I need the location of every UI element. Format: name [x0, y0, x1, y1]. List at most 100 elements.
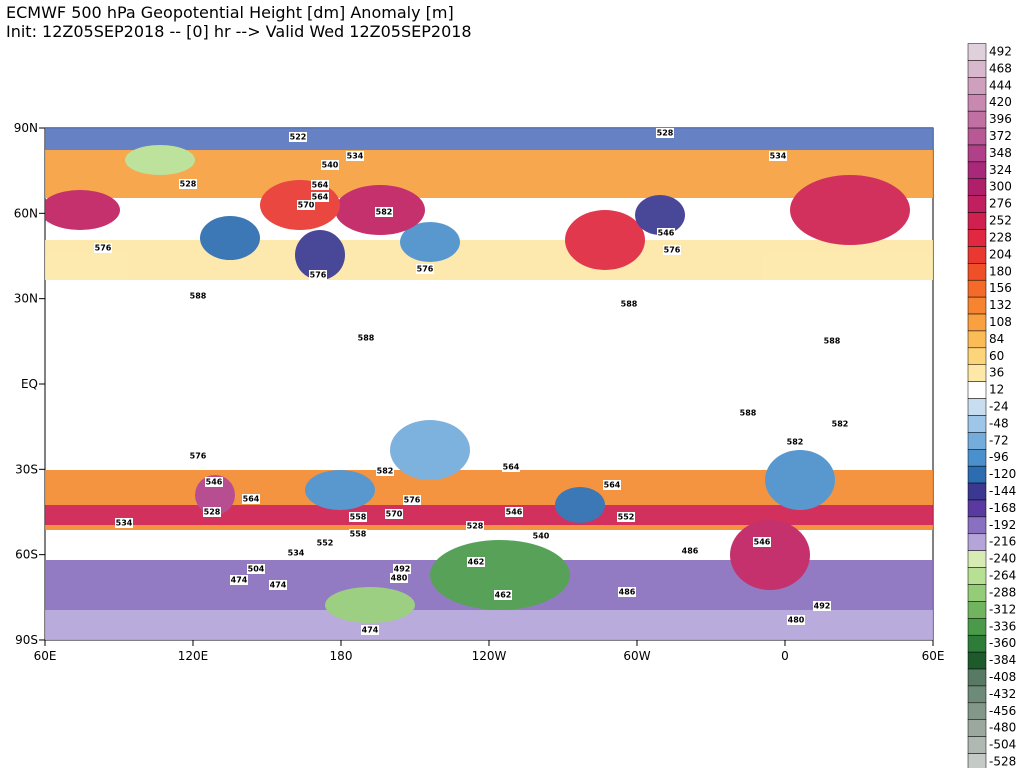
- contour-label: 480: [788, 616, 805, 625]
- colorbar-box: [967, 499, 987, 518]
- subtitle: Init: 12Z05SEP2018 -- [0] hr --> Valid W…: [6, 22, 472, 41]
- contour-label-box: [657, 228, 675, 238]
- contour-label-box: [656, 128, 674, 138]
- colorbar-box: [967, 533, 987, 551]
- colorbar-box: [967, 94, 987, 112]
- contour-label: 546: [754, 538, 771, 547]
- contour-label: 504: [248, 565, 265, 574]
- contour-label-box: [316, 538, 334, 548]
- colorbar-label: 132: [989, 298, 1012, 312]
- colorbar-box: [967, 381, 987, 399]
- contour-label-box: [230, 575, 248, 585]
- contour-label-box: [505, 507, 523, 517]
- colorbar-label: -144: [989, 484, 1016, 498]
- contour-label: 588: [740, 409, 757, 418]
- contour-label-box: [321, 160, 339, 170]
- contour-label-box: [393, 564, 411, 574]
- colorbar-box: [967, 516, 987, 535]
- colorbar-label: 228: [989, 230, 1012, 244]
- contour-label-box: [416, 264, 434, 274]
- lat-label: 60N: [14, 206, 38, 220]
- contour-label: 492: [814, 602, 831, 611]
- colorbar-label: -48: [989, 416, 1009, 430]
- colorbar-box: [967, 736, 987, 754]
- contour-label-box: [618, 587, 636, 597]
- contour-label-box: [346, 151, 364, 161]
- colorbar-label: -96: [989, 450, 1009, 464]
- colorbar-box: [967, 702, 987, 720]
- lon-label: 60E: [34, 649, 57, 663]
- colorbar-label: 420: [989, 95, 1012, 109]
- contour-label-box: [349, 529, 367, 539]
- colorbar-box: [967, 246, 987, 264]
- contour-label-box: [311, 192, 329, 202]
- colorbar-label: 492: [989, 45, 1012, 59]
- contour-label-box: [269, 580, 287, 590]
- contour-label-box: [663, 245, 681, 255]
- colorbar-label: 156: [989, 281, 1012, 295]
- contour-label: 564: [604, 481, 621, 490]
- colorbar-label: 348: [989, 146, 1012, 160]
- title: ECMWF 500 hPa Geopotential Height [dm] A…: [6, 3, 454, 22]
- colorbar-label: 60: [989, 349, 1004, 363]
- colorbar-label: -216: [989, 535, 1016, 549]
- colorbar-label: -384: [989, 653, 1016, 667]
- contour-label-box: [375, 207, 393, 217]
- contour-label-box: [205, 477, 223, 487]
- contour-label: 576: [190, 452, 207, 461]
- colorbar-box: [967, 685, 987, 704]
- colorbar-box: [967, 415, 987, 433]
- contour-label-box: [385, 509, 403, 519]
- contour-label: 528: [204, 508, 221, 517]
- contour-label-box: [466, 521, 484, 531]
- contour-label-box: [189, 291, 207, 301]
- contour-label-box: [617, 512, 635, 522]
- colorbar-label: 372: [989, 129, 1012, 143]
- colorbar-box: [967, 465, 987, 484]
- contour-label: 528: [467, 522, 484, 531]
- contour-label: 576: [417, 265, 434, 274]
- contour-label: 492: [394, 565, 411, 574]
- colorbar-label: 396: [989, 112, 1012, 126]
- contour-label-box: [769, 151, 787, 161]
- colorbar-label: -480: [989, 721, 1016, 735]
- colorbar-label: 252: [989, 214, 1012, 228]
- contour-label: 486: [682, 547, 699, 556]
- lon-label: 60E: [922, 649, 945, 663]
- lat-label: 90S: [15, 633, 38, 647]
- contour-label-box: [287, 548, 305, 558]
- colorbar-label: -72: [989, 433, 1009, 447]
- colorbar-label: 324: [989, 163, 1012, 177]
- contour-label: 522: [290, 133, 307, 142]
- colorbar-box: [967, 482, 987, 501]
- colorbar-label: 276: [989, 197, 1012, 211]
- contour-label-box: [823, 336, 841, 346]
- colorbar-label: 468: [989, 61, 1012, 75]
- colorbar-box: [967, 296, 987, 315]
- map-field: [44, 127, 934, 641]
- contour-label-box: [753, 537, 771, 547]
- contour-label-box: [115, 518, 133, 528]
- contour-label: 462: [468, 558, 485, 567]
- contour-label-box: [467, 557, 485, 567]
- contour-label: 540: [533, 532, 550, 541]
- colorbar-box: [967, 330, 987, 349]
- contour-label: 570: [386, 510, 403, 519]
- contour-label-box: [247, 564, 265, 574]
- colorbar-box: [967, 263, 987, 281]
- contour-label: 552: [317, 539, 334, 548]
- contour-label-box: [203, 507, 221, 517]
- lon-label: 180: [330, 649, 353, 663]
- contour-label: 462: [495, 591, 512, 600]
- contour-label: 546: [506, 508, 523, 517]
- contour-label-box: [786, 437, 804, 447]
- colorbar-box: [967, 651, 987, 670]
- contour-label: 546: [206, 478, 223, 487]
- colorbar-label: 300: [989, 180, 1012, 194]
- contour-label-box: [94, 243, 112, 253]
- contour-label: 552: [618, 513, 635, 522]
- colorbar-box: [967, 364, 987, 382]
- lon-label: 120E: [178, 649, 209, 663]
- colorbar-label: -504: [989, 738, 1016, 752]
- colorbar-box: [967, 398, 987, 416]
